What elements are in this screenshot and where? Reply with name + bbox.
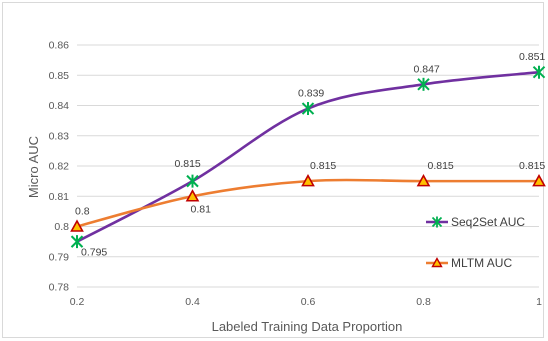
x-tick-label: 0.8 [416, 296, 431, 308]
mltm-point [70, 219, 84, 232]
data-label: 0.851 [519, 51, 545, 63]
chart-frame [2, 2, 544, 338]
y-tick-label: 0.81 [49, 191, 70, 203]
data-label: 0.839 [298, 88, 324, 100]
legend-item: MLTM AUC [426, 256, 512, 270]
mltm-point [532, 173, 546, 187]
seq2set-point [301, 102, 315, 116]
x-axis-ticks: 0.2 0.4 0.6 0.8 1 [70, 296, 542, 308]
mltm-point [416, 173, 431, 187]
y-tick-label: 0.84 [49, 100, 70, 112]
x-tick-label: 0.2 [70, 296, 85, 308]
series-markers [70, 65, 546, 249]
x-axis-title: Labeled Training Data Proportion [212, 319, 403, 334]
y-tick-label: 0.85 [49, 70, 70, 82]
y-tick-label: 0.79 [49, 251, 70, 263]
y-axis-ticks: 0.78 0.79 0.8 0.81 0.82 0.83 0.84 0.85 0.86 [49, 40, 70, 294]
data-label: 0.81 [191, 203, 212, 215]
seq2set-point [70, 235, 84, 249]
legend-label: MLTM AUC [451, 256, 512, 270]
legend-label: Seq2Set AUC [451, 215, 525, 229]
gridlines [77, 44, 539, 288]
seq2set-point [532, 65, 546, 79]
data-label: 0.815 [310, 160, 336, 172]
data-label: 0.847 [414, 63, 440, 75]
y-tick-label: 0.86 [49, 40, 70, 52]
data-label: 0.815 [428, 160, 454, 172]
y-tick-label: 0.82 [49, 161, 70, 173]
mltm-point [185, 189, 200, 202]
legend: Seq2Set AUC MLTM AUC [426, 215, 525, 270]
data-label: 0.795 [81, 247, 107, 259]
data-label: 0.815 [519, 160, 545, 172]
seq2set-point [186, 174, 199, 188]
mltm-point [301, 173, 315, 187]
x-tick-label: 1 [536, 296, 542, 308]
seq2set-point [417, 77, 430, 91]
y-tick-label: 0.8 [54, 221, 69, 233]
legend-item: Seq2Set AUC [426, 215, 525, 229]
data-label: 0.815 [175, 158, 201, 170]
data-label: 0.8 [75, 206, 90, 218]
y-tick-label: 0.78 [49, 282, 70, 294]
y-tick-label: 0.83 [49, 130, 70, 142]
data-labels: 0.795 0.815 0.839 0.847 0.851 0.8 0.81 0.815 0.8… [75, 51, 545, 258]
x-tick-label: 0.4 [185, 296, 200, 308]
x-tick-label: 0.6 [301, 296, 316, 308]
y-axis-title: Micro AUC [26, 136, 41, 198]
